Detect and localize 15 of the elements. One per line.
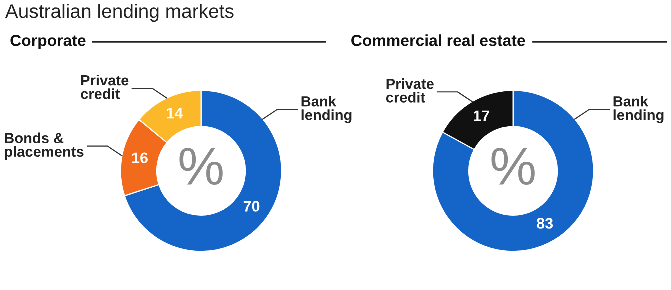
slice-label: Private credit: [386, 78, 434, 103]
data-label: 14: [167, 108, 184, 119]
data-label: 83: [537, 218, 554, 229]
data-label: 17: [474, 110, 490, 122]
slice-label: Bank lending: [614, 96, 664, 124]
text: %: [180, 148, 223, 186]
chart-subtitle: Commercial real estate: [352, 34, 526, 46]
slice-label: Bonds & placements: [5, 132, 84, 160]
chart-subtitle: Corporate: [10, 35, 86, 50]
data-label: 70: [244, 201, 260, 212]
chart-title: Australian lending markets: [5, 4, 234, 22]
slice-label: Bank lending: [302, 96, 352, 124]
text: %: [492, 148, 535, 186]
slice-label: Private credit: [81, 74, 129, 100]
data-label: 16: [132, 152, 148, 164]
